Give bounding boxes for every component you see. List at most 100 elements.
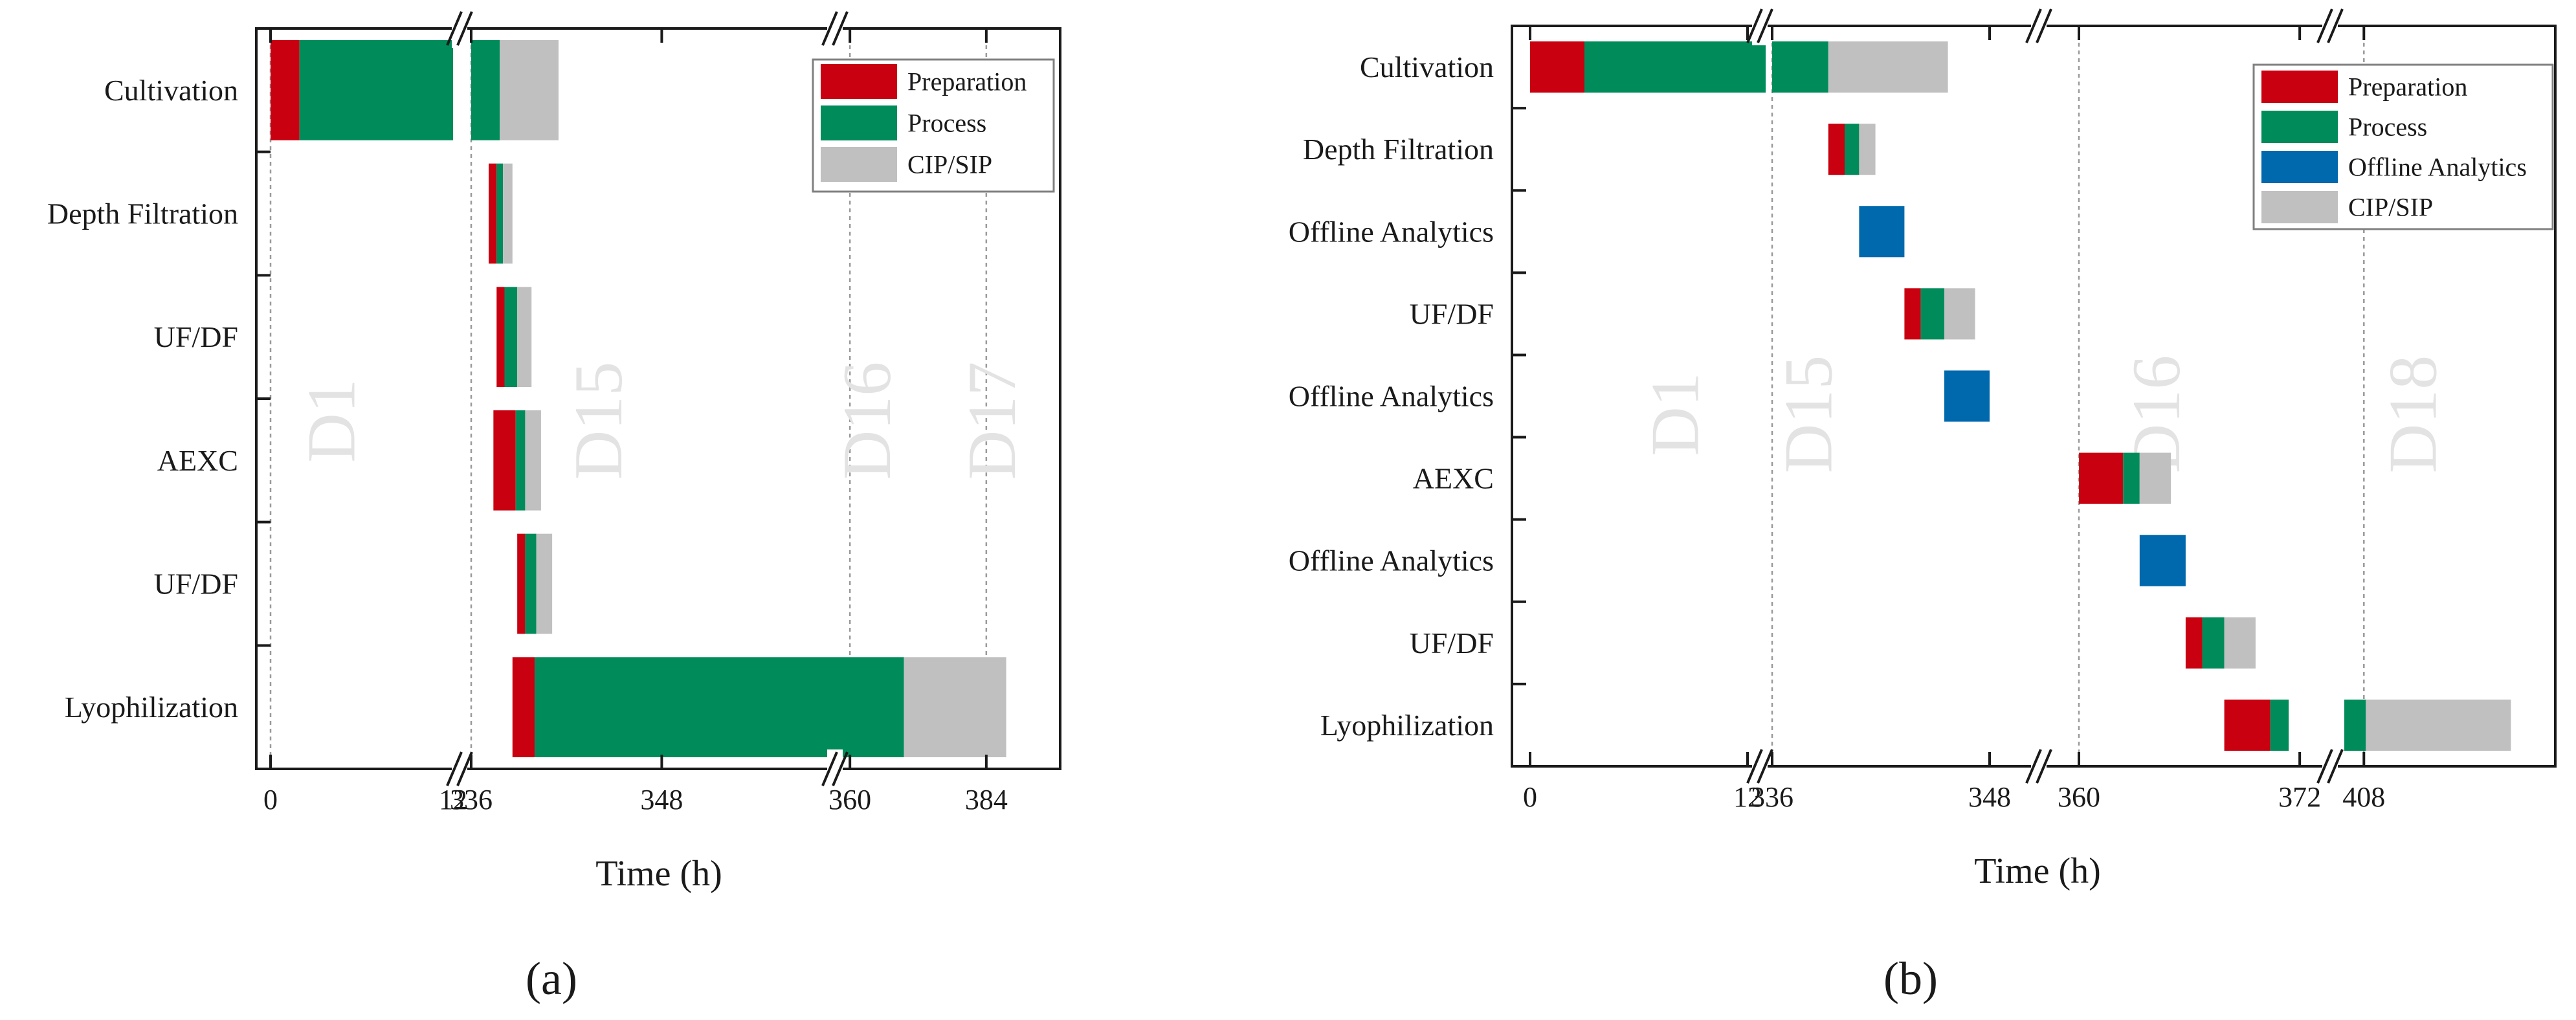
day-label: D1 <box>294 379 370 463</box>
task-bar-cip <box>2139 452 2171 504</box>
x-tick-label: 348 <box>640 784 683 815</box>
task-bar-process <box>1772 41 1828 93</box>
task-bar-process <box>515 410 526 511</box>
task-bar-cip <box>503 163 513 264</box>
task-bar-cip <box>2224 617 2256 669</box>
category-label: Cultivation <box>1360 50 1494 83</box>
category-label: UF/DF <box>154 568 238 601</box>
legend-label: Preparation <box>907 67 1027 96</box>
day-label: D17 <box>954 362 1030 480</box>
axis-break-mark <box>456 11 473 46</box>
x-tick-label: 384 <box>965 784 1008 815</box>
legend-label: Preparation <box>2348 72 2467 102</box>
panel-label: (a) <box>526 953 577 1004</box>
task-bar-cip <box>1944 288 1975 340</box>
task-bar-cip <box>904 657 1006 757</box>
task-bar-analytics <box>1944 370 1990 422</box>
task-bar-process <box>1584 41 1766 93</box>
category-label: Lyophilization <box>65 691 238 724</box>
axis-break-mark <box>2316 8 2333 43</box>
category-label: Lyophilization <box>1320 709 1494 742</box>
day-label: D16 <box>829 362 905 480</box>
x-tick-label: 336 <box>1751 781 1793 813</box>
x-tick-label: 360 <box>828 784 871 815</box>
category-label: Depth Filtration <box>47 197 238 230</box>
axis-break-mark <box>821 751 838 786</box>
category-label: Depth Filtration <box>1303 133 1494 166</box>
legend: Preparation Process Offline Analytics CIP/S… <box>2252 63 2554 230</box>
axis-break-mark <box>1757 749 1773 784</box>
x-tick-label: 12 <box>439 784 467 815</box>
legend-swatch-preparation <box>821 64 897 99</box>
x-tick-label: 336 <box>450 784 493 815</box>
legend-swatch-analytics <box>2261 151 2338 183</box>
task-bar-preparation <box>271 40 300 140</box>
category-label: AEXC <box>157 444 238 477</box>
category-label: Offline Analytics <box>1289 544 1494 577</box>
axis-break-mark <box>821 11 838 46</box>
axis-break-mark <box>2327 749 2344 784</box>
legend-label: Process <box>907 109 986 138</box>
category-label: Cultivation <box>104 74 238 107</box>
x-tick-label: 12 <box>1733 781 1762 813</box>
legend-swatch-process <box>2261 111 2338 143</box>
axis-break-mark <box>2025 749 2042 784</box>
x-tick-label: 408 <box>2342 781 2385 813</box>
task-bar-process <box>2123 452 2140 504</box>
legend-label: Process <box>2348 113 2427 142</box>
task-bar-cip <box>525 410 541 511</box>
axis-break-mark <box>456 751 473 786</box>
day-label: D1 <box>1638 372 1713 456</box>
task-bar-cip <box>1828 41 1948 93</box>
legend-swatch-cip <box>821 147 897 182</box>
day-label: D18 <box>2375 355 2451 474</box>
task-bar-preparation <box>488 163 497 264</box>
task-bar-preparation <box>512 657 535 757</box>
task-bar-cip <box>517 287 532 387</box>
task-bar-preparation <box>2185 617 2203 669</box>
gantt-panel-a: D1 D15 D16 D17 Cultivation Depth Filtration UF… <box>47 9 1061 1004</box>
category-label: Offline Analytics <box>1289 215 1494 248</box>
x-axis-title: Time (h) <box>595 854 722 894</box>
axis-break-mark <box>2327 8 2344 43</box>
category-label: UF/DF <box>1410 626 1494 660</box>
task-bar-process <box>2270 699 2289 751</box>
x-tick-label: 360 <box>2058 781 2100 813</box>
axis-break-mark <box>1746 749 1763 784</box>
task-bar-process <box>471 40 500 140</box>
category-label: UF/DF <box>1410 297 1494 330</box>
axis-break-mark <box>832 751 849 786</box>
task-bar-process <box>504 287 518 387</box>
category-label: Offline Analytics <box>1289 380 1494 413</box>
axis-break-mark <box>446 751 463 786</box>
task-bar-process <box>496 163 504 264</box>
task-bar-process <box>299 40 453 140</box>
task-bar-analytics <box>2139 535 2186 586</box>
x-tick-label: 0 <box>1523 781 1537 813</box>
task-bar-analytics <box>1859 206 1905 258</box>
task-bar-preparation <box>517 533 526 634</box>
task-bar-process <box>828 657 904 757</box>
legend-swatch-process <box>821 105 897 140</box>
task-bar-cip <box>2366 699 2511 751</box>
task-bar-preparation <box>493 410 516 511</box>
legend-swatch-preparation <box>2261 71 2338 103</box>
axis-break-mark <box>832 11 849 46</box>
task-bar-process <box>2344 699 2366 751</box>
task-bar-preparation <box>1904 288 1921 340</box>
axis-break-mark <box>2036 749 2052 784</box>
legend-label: CIP/SIP <box>907 150 992 179</box>
legend-label: Offline Analytics <box>2348 153 2527 182</box>
task-bar-preparation <box>1530 41 1584 93</box>
task-bar-cip <box>536 533 553 634</box>
task-bar-preparation <box>1828 124 1845 175</box>
day-label: D15 <box>1771 355 1847 474</box>
axis-break-mark <box>1746 8 1763 43</box>
task-bar-process <box>1845 124 1860 175</box>
task-bar-process <box>2202 617 2225 669</box>
panel-label: (b) <box>1883 953 1938 1004</box>
x-axis-title: Time (h) <box>1974 851 2101 891</box>
axis-break-mark <box>2036 8 2052 43</box>
task-bar-preparation <box>2079 452 2124 504</box>
